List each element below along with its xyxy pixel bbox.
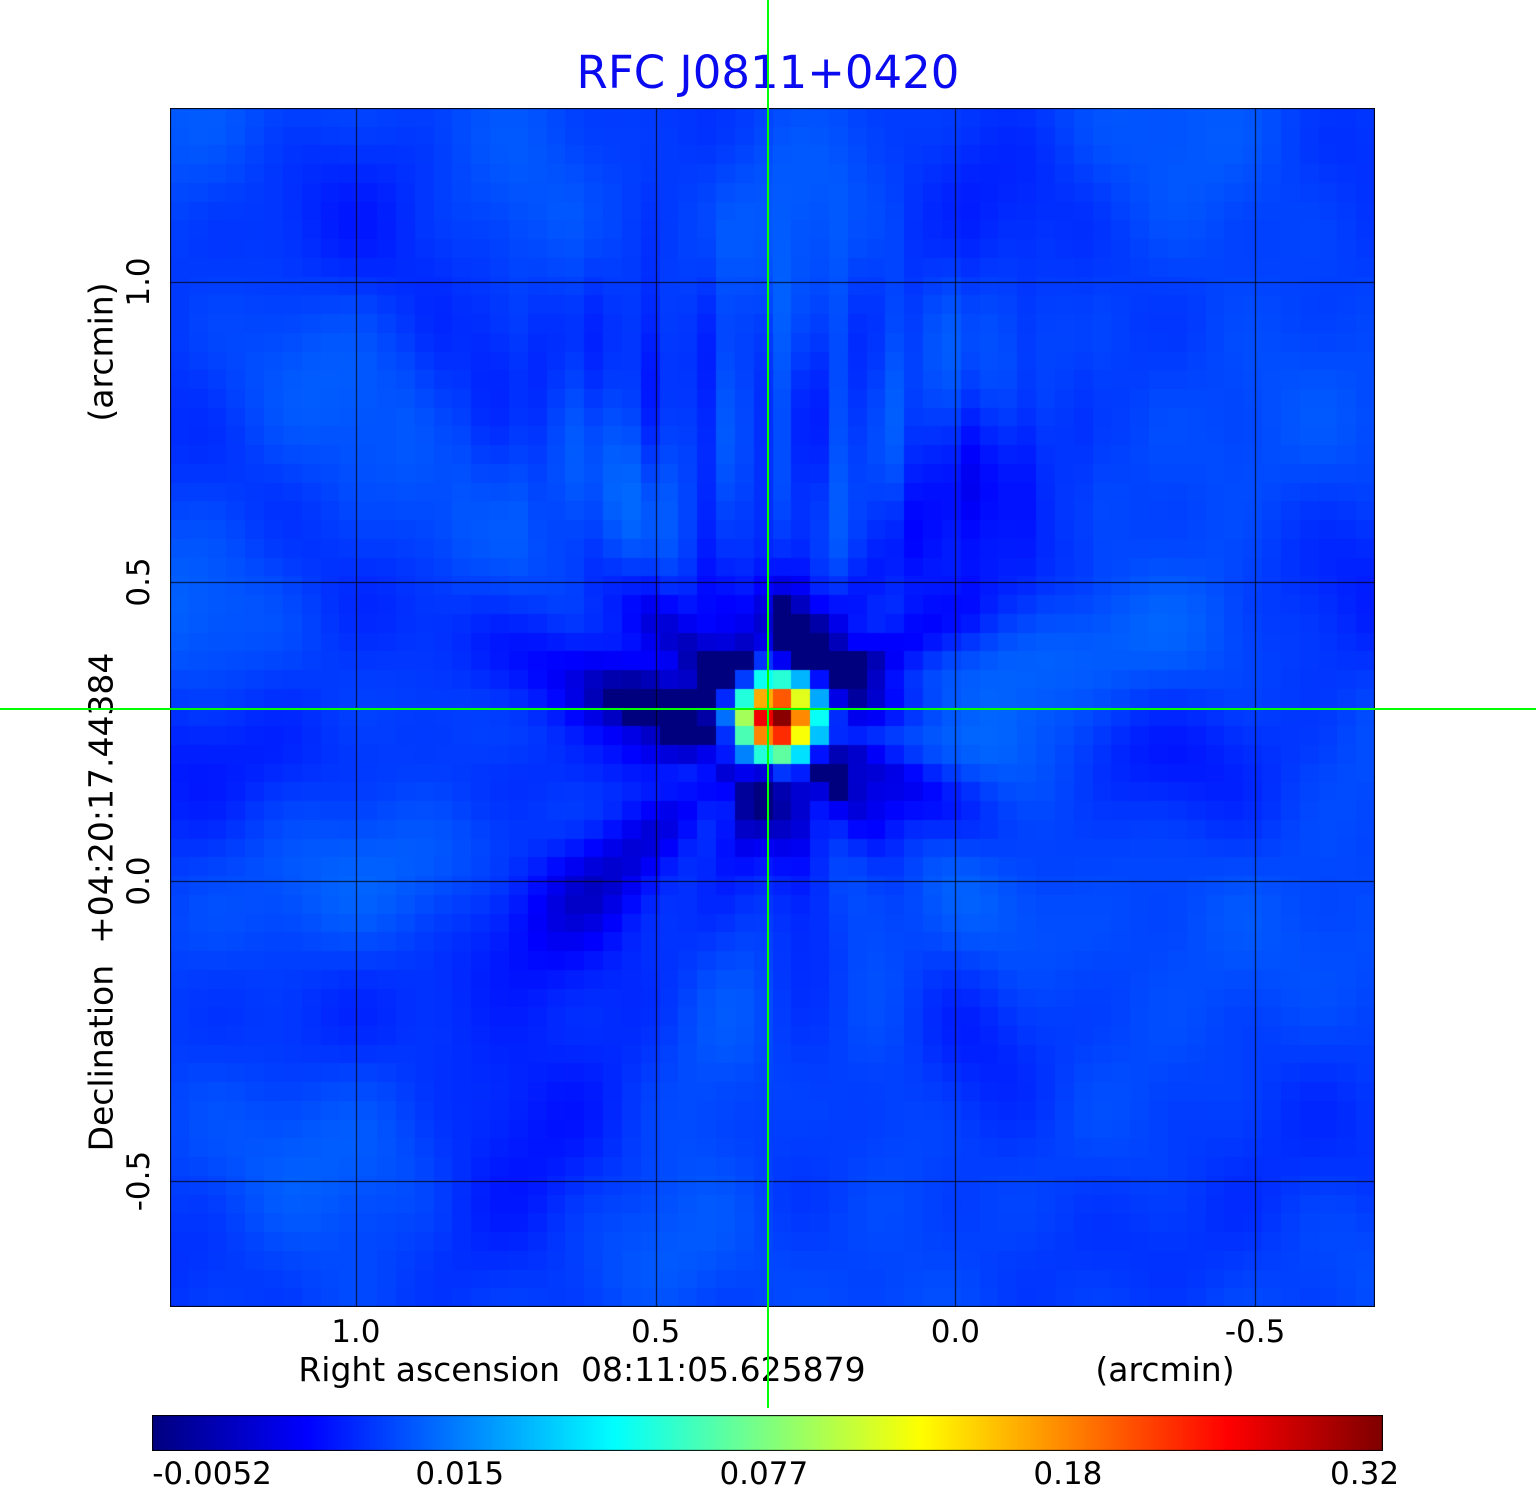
colorbar — [152, 1415, 1383, 1451]
plot-title: RFC J0811+0420 — [576, 46, 960, 99]
x-axis-unit: (arcmin) — [1095, 1350, 1235, 1389]
x-tick-label: 1.0 — [331, 1314, 381, 1350]
heatmap-canvas — [170, 108, 1375, 1307]
x-tick-label: 0.0 — [930, 1314, 980, 1350]
colorbar-tick-label: -0.0052 — [152, 1456, 272, 1492]
y-tick-label: 0.5 — [121, 556, 157, 607]
crosshair-vertical-line — [767, 0, 770, 1408]
x-tick-label: 0.5 — [630, 1314, 681, 1350]
colorbar-tick-label: 0.32 — [1330, 1456, 1400, 1492]
colorbar-tick-label: 0.015 — [415, 1456, 505, 1492]
x-axis-label: Right ascension 08:11:05.625879 — [298, 1350, 866, 1389]
y-tick-label: 1.0 — [121, 257, 157, 307]
y-tick-label: -0.5 — [121, 1150, 157, 1212]
y-tick-label: 0.0 — [121, 856, 157, 906]
colorbar-tick-label: 0.077 — [719, 1456, 809, 1492]
colorbar-tick-label: 0.18 — [1033, 1456, 1103, 1492]
y-axis-unit: (arcmin) — [81, 282, 121, 422]
x-tick-label: -0.5 — [1224, 1314, 1286, 1350]
y-axis-label: Declination +04:20:17.44384 — [81, 652, 121, 1152]
